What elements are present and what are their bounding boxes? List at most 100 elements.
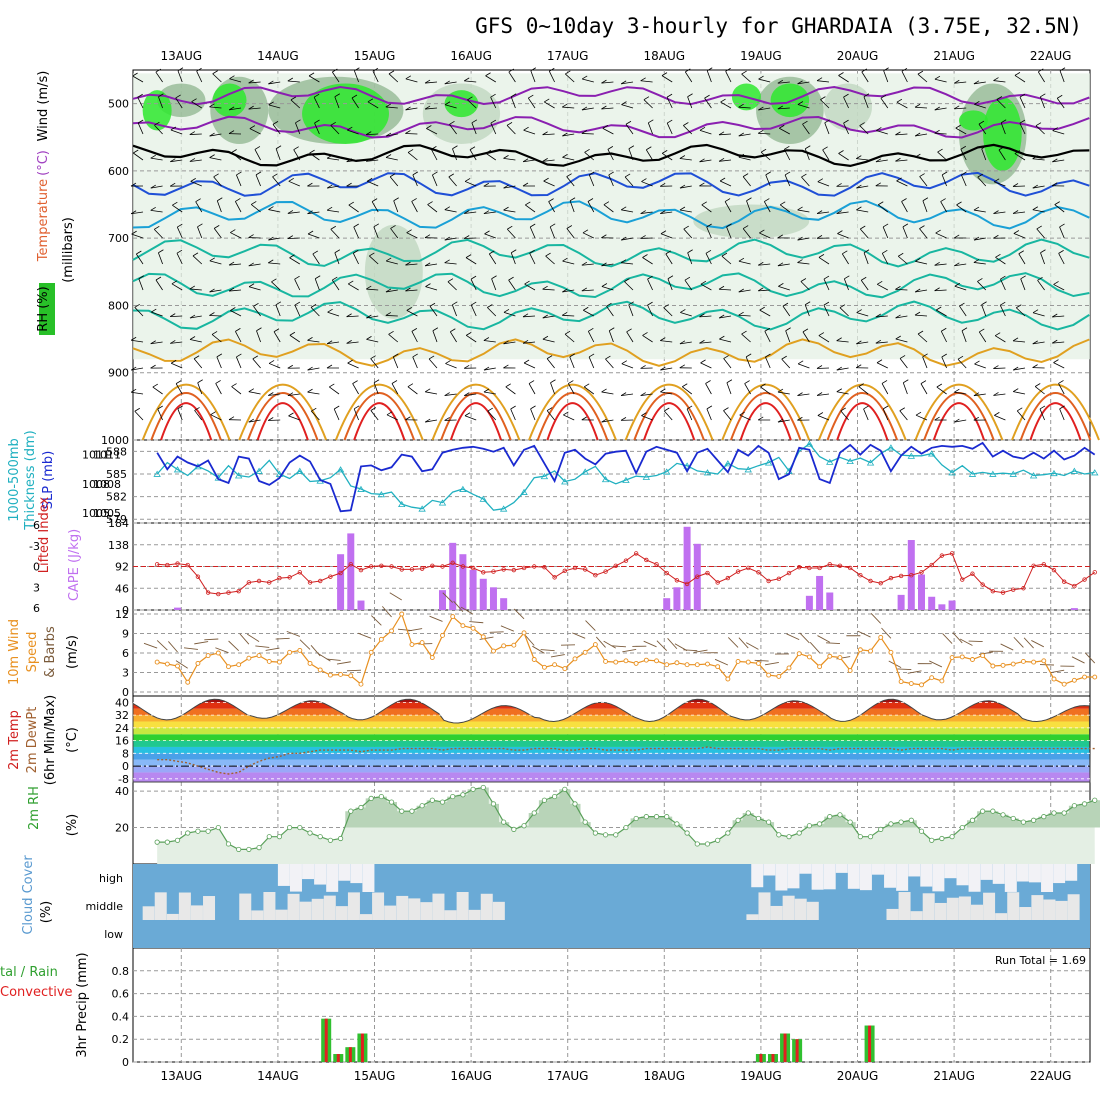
li-marker <box>379 563 384 568</box>
wind-barb-flag <box>660 337 666 341</box>
wind-barb-flag <box>388 330 394 335</box>
wind-barb <box>701 204 712 213</box>
wind-barb-flag <box>934 106 940 111</box>
wind-barb-flag <box>800 278 807 282</box>
wind-speed-marker <box>327 672 333 678</box>
wind-barb-10m <box>942 633 953 644</box>
cloud-middle <box>1043 899 1056 920</box>
wind-barb-flag <box>720 98 726 103</box>
wind-barb <box>1058 383 1065 395</box>
wind-barb-flag <box>759 229 765 234</box>
isotherm-25 <box>132 300 1090 331</box>
wind-barb-flag <box>998 146 1005 151</box>
wind-barb-flag <box>922 353 928 358</box>
wind-barb <box>268 209 281 213</box>
wind-barb-flag <box>385 312 392 316</box>
rh-marker <box>562 786 568 792</box>
wind-barb-flag <box>172 201 178 206</box>
li-marker <box>878 580 883 586</box>
wind-barb-flag <box>248 418 254 423</box>
li-marker <box>725 575 731 581</box>
wind-barb <box>856 185 869 189</box>
wind-barb-flag <box>663 304 669 308</box>
isotherm-5 <box>132 171 1090 197</box>
rh-marker <box>460 792 466 798</box>
wind-barb <box>444 237 457 241</box>
wind-speed-marker <box>236 662 242 668</box>
wind-barb <box>483 340 496 343</box>
rh-marker <box>745 810 751 816</box>
wind-barb <box>1032 341 1045 345</box>
wind-barb <box>510 96 516 109</box>
wind-barb-10m <box>738 637 749 649</box>
ytick-slp-hidden: 1005 <box>93 507 121 520</box>
wind-barb <box>155 279 163 291</box>
wind-barb-flag <box>1051 182 1058 187</box>
wind-speed-marker <box>185 679 191 685</box>
wind-barb-flag <box>563 411 569 416</box>
wind-barb <box>797 104 810 109</box>
wind-barb <box>131 233 144 239</box>
wind-speed-marker <box>358 681 364 687</box>
cloud-middle <box>480 893 493 920</box>
li-marker <box>664 570 669 576</box>
wind-barb <box>1058 253 1065 265</box>
wind-barb <box>721 255 732 265</box>
wind-barb-flag <box>522 158 529 163</box>
wind-barb <box>562 156 575 161</box>
li-marker <box>1082 577 1087 582</box>
wind-barb <box>405 107 418 111</box>
wind-barb-flag <box>464 77 470 82</box>
wind-barb <box>425 107 438 110</box>
label-rh-unit: (%) <box>65 814 80 837</box>
wind-barb <box>954 81 967 84</box>
wind-speed-marker <box>939 678 945 684</box>
wind-barb-flag <box>445 360 451 364</box>
wind-barb <box>643 99 653 109</box>
wind-barb-flag <box>389 173 396 178</box>
ytick-slp: 1005 <box>82 507 110 520</box>
wind-barb-flag <box>660 210 666 214</box>
wind-barb-flag <box>268 101 274 106</box>
wind-barb <box>738 106 751 109</box>
wind-barb-10m <box>897 668 912 670</box>
date-labels-top: 13AUG 14AUG 15AUG 16AUG 17AUG 18AUG 19AUG 20AUG… <box>161 49 1072 63</box>
ytick-temp: 0 <box>122 760 129 773</box>
wind-barb <box>170 129 183 135</box>
wind-barb <box>663 410 673 421</box>
wind-barb <box>366 315 379 319</box>
wind-barb-flag <box>956 201 962 206</box>
wind-barb <box>470 304 477 317</box>
wind-barb <box>758 263 771 266</box>
wind-barb <box>581 263 594 266</box>
wind-barb-flag <box>503 308 510 313</box>
wind-barb-flag <box>684 276 691 281</box>
wind-barb-flag <box>528 94 534 99</box>
wind-barb-flag <box>523 359 530 364</box>
wind-barb-flag <box>444 80 450 85</box>
wind-barb-flag <box>411 328 418 332</box>
thickness-marker <box>418 505 426 512</box>
wind-barb-flag <box>996 96 1003 100</box>
isotherm-arch <box>536 392 609 441</box>
wind-barb-flag <box>214 225 220 229</box>
li-marker <box>226 590 231 595</box>
wind-barb <box>236 174 242 187</box>
wind-barb-flag <box>371 198 378 202</box>
isotherm-arch <box>141 383 231 441</box>
date-labels-bottom: 13AUG 14AUG 15AUG 16AUG 17AUG 18AUG 19AUG 20AUG… <box>161 1069 1072 1083</box>
wind-barb-flag <box>758 129 764 134</box>
wind-barb-flag <box>686 405 693 410</box>
wind-barb-flag <box>268 80 274 85</box>
wind-barb <box>529 226 536 239</box>
wind-barb <box>465 257 477 265</box>
isotherm-arch <box>431 383 521 441</box>
wind-barb-flag <box>934 129 940 134</box>
wind-barb-flag <box>1039 405 1046 410</box>
wind-barb-flag <box>405 130 411 134</box>
wind-barb-flag <box>954 282 961 287</box>
wind-barb <box>608 330 614 343</box>
wind-barb <box>876 362 888 369</box>
wind-barb-flag <box>581 75 588 80</box>
wind-barb-flag <box>503 184 509 189</box>
